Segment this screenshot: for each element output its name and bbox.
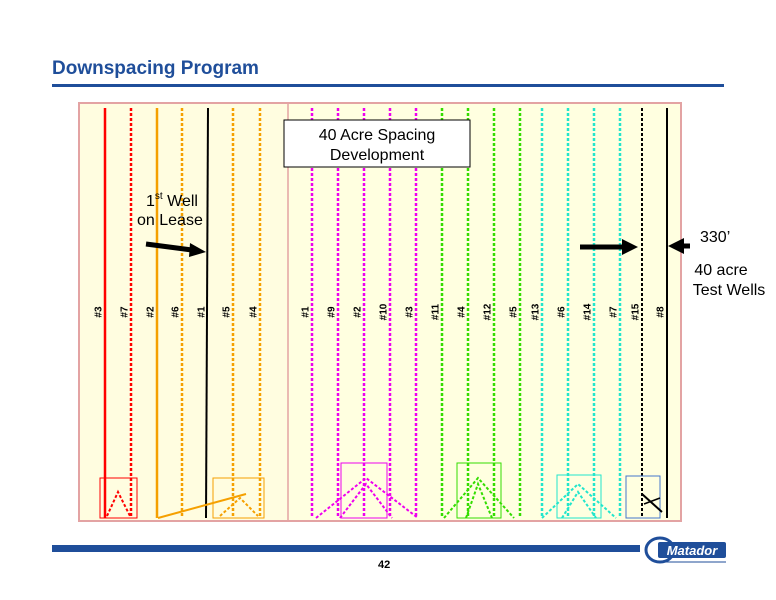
- cyan-pad: [541, 474, 617, 519]
- black-lateral-2: [643, 497, 661, 505]
- well-label-1: #3: [94, 306, 105, 318]
- well-label-10: #2: [353, 306, 364, 318]
- magenta-lateral-1: [315, 476, 419, 519]
- well-label-19: #14: [583, 303, 594, 320]
- diagram-frame: [78, 102, 682, 522]
- well-label-15: #12: [483, 303, 494, 320]
- cyan-lateral-2: [561, 490, 597, 519]
- well-lines: [103, 107, 668, 519]
- orange-lateral-2: [219, 496, 259, 517]
- black-pad: [625, 475, 663, 519]
- well-label-9: #9: [327, 306, 338, 318]
- well-label-14: #4: [457, 306, 468, 318]
- green-lateral-1: [443, 476, 515, 519]
- well-label-18: #6: [557, 306, 568, 318]
- well-label-4: #6: [171, 306, 182, 318]
- spacing-box-line2: Development: [330, 147, 425, 164]
- well-label-13: #11: [431, 303, 442, 320]
- logo-wordmark: Matador: [667, 543, 719, 558]
- footer-rule: [52, 545, 640, 552]
- magenta-pad-box: [340, 462, 388, 519]
- well-label-22: #8: [656, 306, 667, 318]
- orange-pad: [157, 477, 265, 519]
- well-labels: #3 #7 #2 #6 #1 #5 #4 #1 #9 #2 #10 #3 #11 #4 #12 #5 #13 #6…: [94, 303, 667, 320]
- green-pad: [443, 462, 515, 519]
- right-lease-background: [288, 104, 680, 520]
- downspacing-diagram: 40 Acre Spacing Development 1st Well on …: [78, 102, 766, 522]
- orange-lateral-1: [157, 493, 247, 519]
- matador-logo: Matador: [644, 536, 726, 564]
- green-pad-box: [456, 462, 502, 519]
- spacing-distance-label: 330’: [700, 229, 730, 246]
- page-title: Downspacing Program: [52, 58, 259, 79]
- black-pad-box: [625, 475, 661, 519]
- red-pad-box: [99, 477, 138, 519]
- first-well-label-line2: on Lease: [137, 212, 203, 229]
- cyan-lateral-1: [541, 482, 617, 519]
- test-wells-label-line2: Test Wells: [693, 282, 766, 299]
- well-label-3: #2: [146, 306, 157, 318]
- red-lateral: [106, 489, 131, 517]
- magenta-pad: [315, 462, 419, 519]
- well-label-17: #13: [531, 303, 542, 320]
- well-label-20: #7: [609, 306, 620, 318]
- test-wells-label-line1: 40 acre: [694, 262, 747, 279]
- magenta-lateral-2: [339, 482, 393, 519]
- logo-band: [658, 542, 726, 558]
- well-label-12: #3: [405, 306, 416, 318]
- well-label-16: #5: [509, 306, 520, 318]
- spacing-box: [283, 119, 471, 168]
- well-label-6: #5: [222, 306, 233, 318]
- well-label-11: #10: [379, 303, 390, 320]
- well-label-8: #1: [301, 306, 312, 318]
- well-label-5: #1: [197, 306, 208, 318]
- well-line-5: [205, 107, 209, 519]
- well-label-21: #15: [631, 303, 642, 320]
- first-well-arrow: [145, 241, 206, 257]
- well-label-2: #7: [120, 306, 131, 318]
- cyan-pad-box: [556, 474, 602, 519]
- page-number: 42: [378, 559, 391, 571]
- spacing-box-line1: 40 Acre Spacing: [319, 127, 436, 144]
- red-pad: [99, 477, 138, 519]
- title-underline: [52, 84, 724, 87]
- spacing-arrow-left: [668, 238, 690, 254]
- black-lateral: [641, 493, 663, 513]
- green-lateral-2: [465, 481, 493, 519]
- spacing-arrow-right: [580, 239, 638, 255]
- well-label-7: #4: [249, 306, 260, 318]
- first-well-label-line1: 1st Well: [146, 191, 198, 210]
- orange-pad-box: [212, 477, 265, 519]
- left-lease-background: [80, 104, 288, 520]
